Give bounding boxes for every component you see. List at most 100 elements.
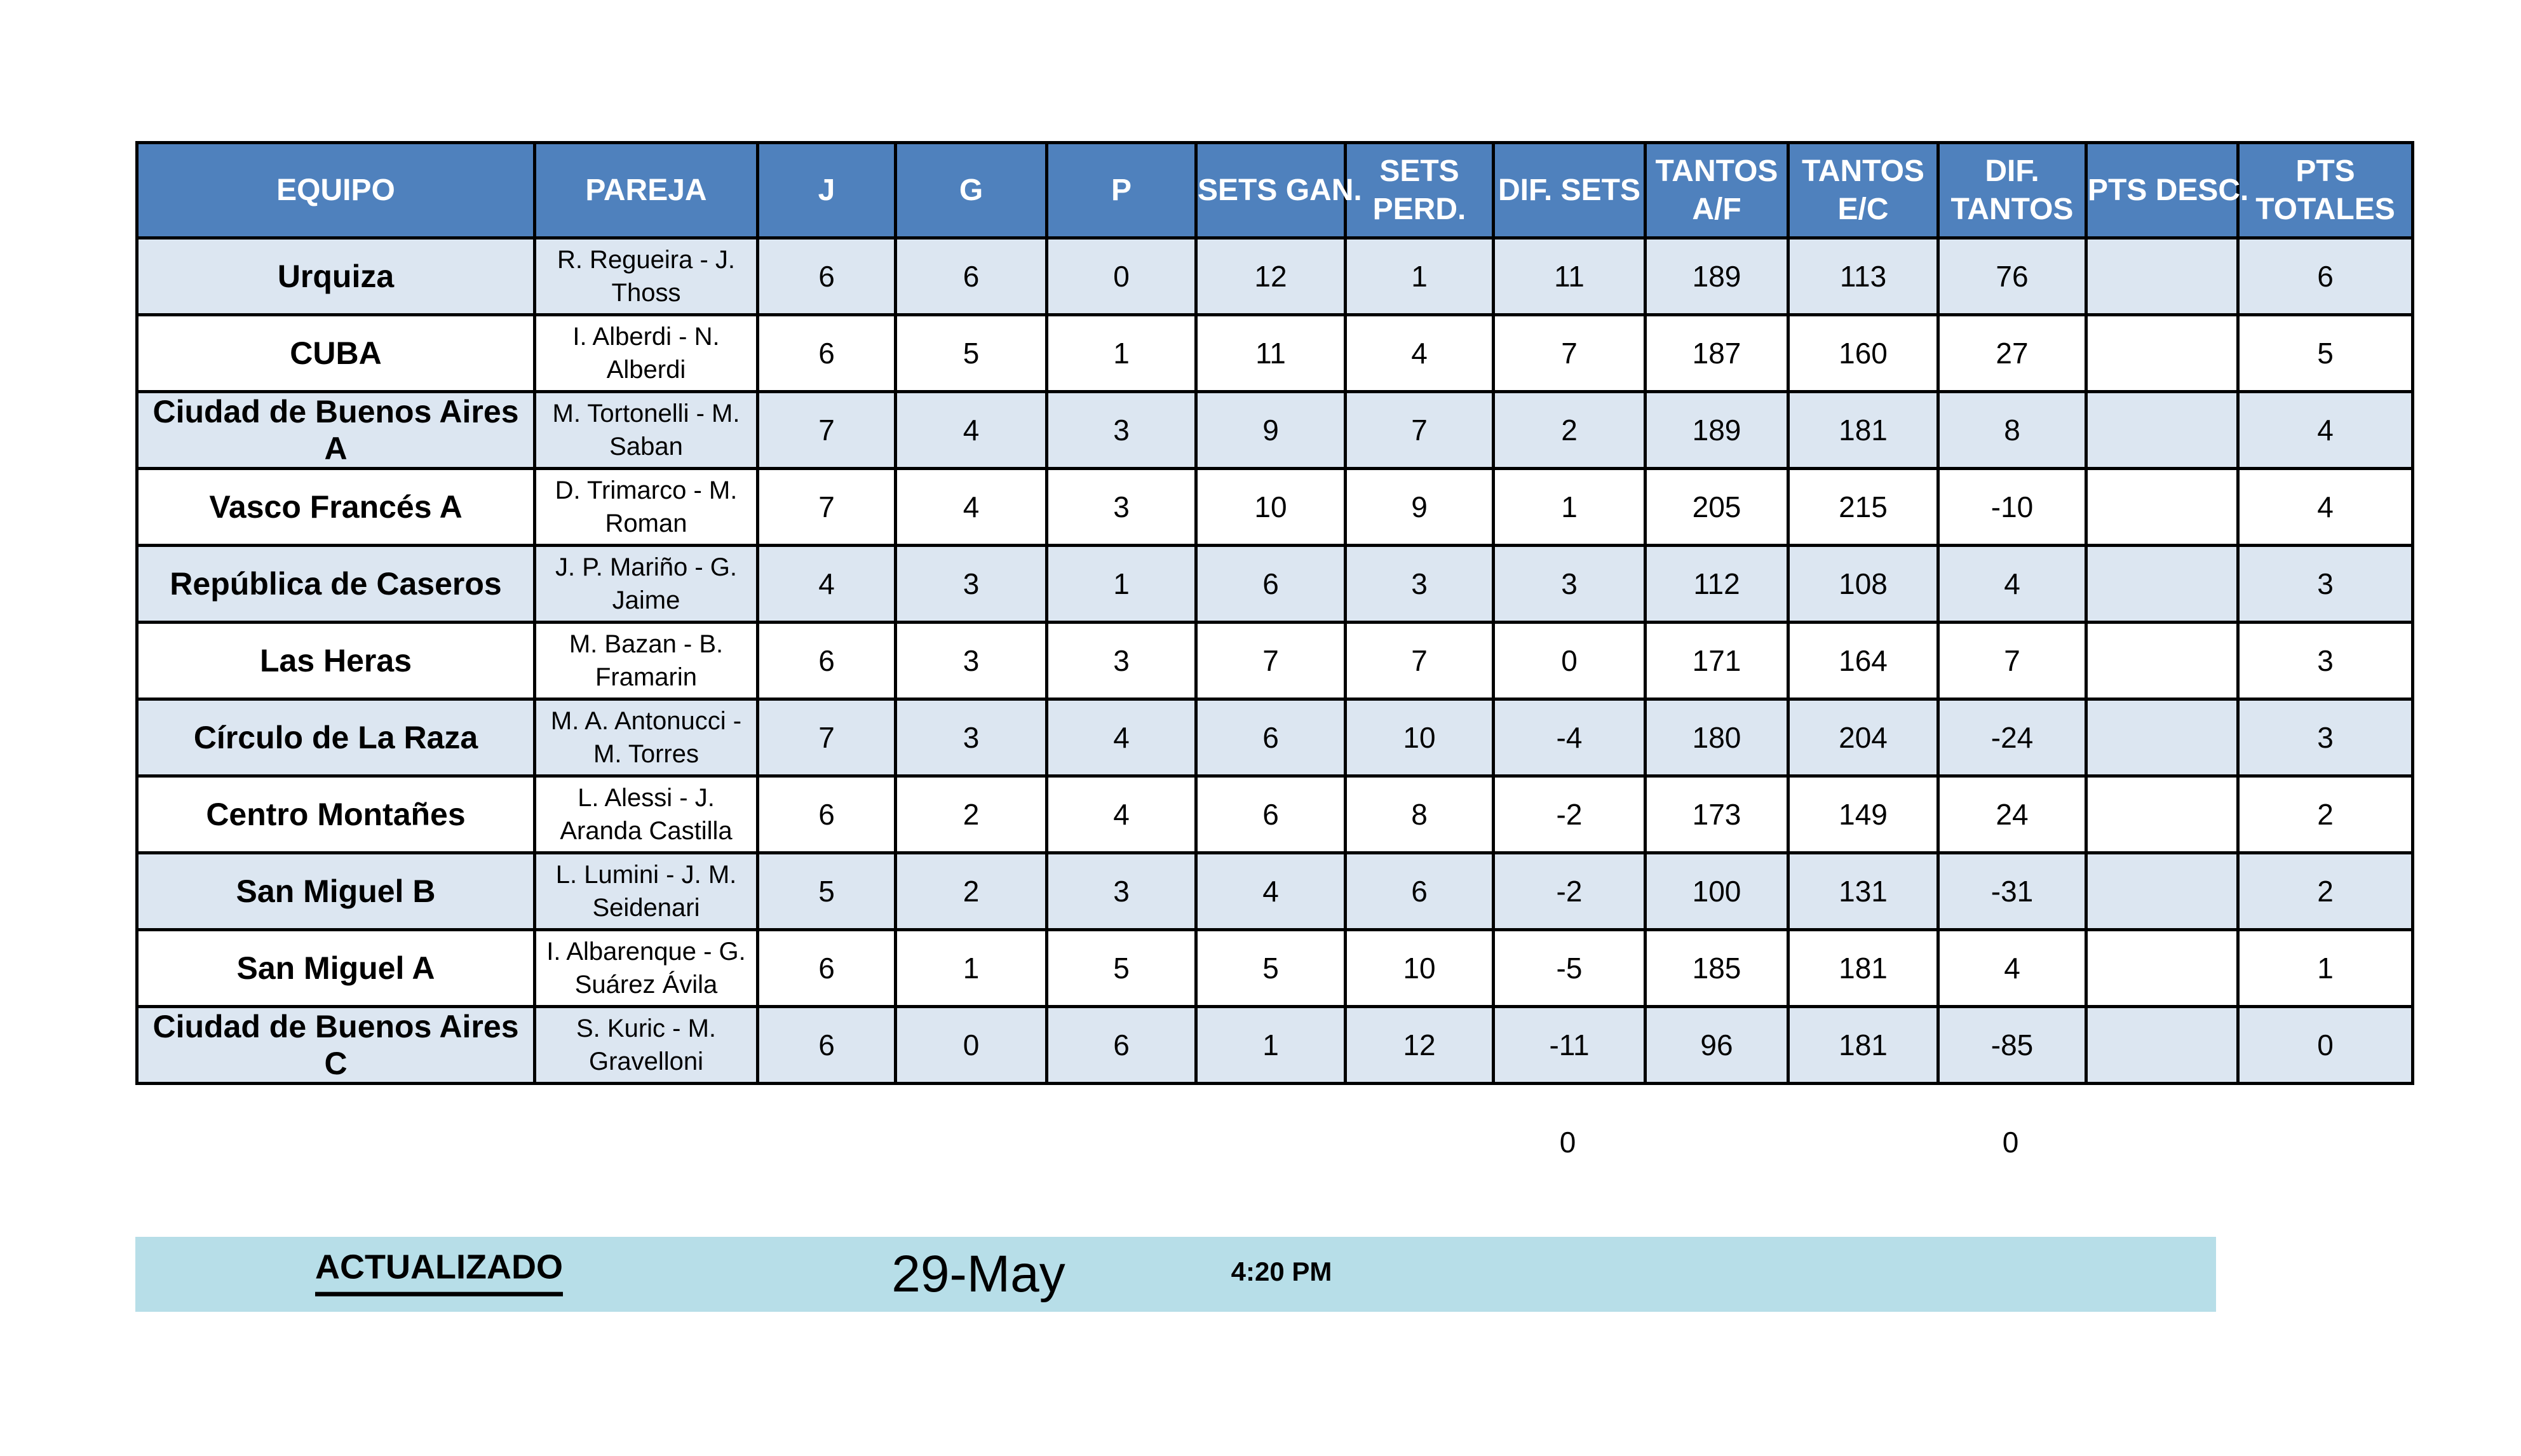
cell-g[interactable]: 5 [894, 313, 1048, 393]
cell-sets-perd[interactable]: 6 [1344, 851, 1495, 931]
cell-sets-gan[interactable]: 1 [1194, 1005, 1347, 1085]
cell-sets-gan[interactable]: 12 [1194, 236, 1347, 316]
cell-pts-totales[interactable]: 6 [2236, 236, 2414, 316]
cell-sets-perd[interactable]: 3 [1344, 544, 1495, 624]
cell-pareja[interactable]: R. Regueira - J. Thoss [533, 236, 759, 316]
cell-pareja[interactable]: M. A. Antonucci - M. Torres [533, 698, 759, 778]
cell-dif-tantos[interactable]: 7 [1936, 621, 2088, 701]
cell-tantos-ec[interactable]: 215 [1787, 467, 1940, 547]
cell-pareja[interactable]: M. Tortonelli - M. Saban [533, 390, 759, 470]
cell-equipo[interactable]: Ciudad de Buenos Aires A [135, 390, 536, 470]
cell-g[interactable]: 4 [894, 467, 1048, 547]
cell-dif-tantos[interactable]: -31 [1936, 851, 2088, 931]
updated-date[interactable]: 29-May [891, 1245, 1065, 1303]
cell-dif-sets[interactable]: 1 [1492, 467, 1647, 547]
cell-p[interactable]: 3 [1045, 390, 1198, 470]
cell-g[interactable]: 6 [894, 236, 1048, 316]
column-header-tantos-af[interactable]: TANTOS A/F [1644, 141, 1790, 239]
cell-dif-tantos[interactable]: 24 [1936, 774, 2088, 854]
cell-dif-sets[interactable]: 11 [1492, 236, 1647, 316]
cell-pts-totales[interactable]: 3 [2236, 544, 2414, 624]
cell-dif-sets[interactable]: 2 [1492, 390, 1647, 470]
cell-g[interactable]: 0 [894, 1005, 1048, 1085]
cell-tantos-af[interactable]: 171 [1644, 621, 1790, 701]
cell-j[interactable]: 7 [756, 467, 897, 547]
cell-p[interactable]: 5 [1045, 928, 1198, 1008]
cell-dif-sets[interactable]: 3 [1492, 544, 1647, 624]
cell-tantos-ec[interactable]: 181 [1787, 1005, 1940, 1085]
cell-pts-totales[interactable]: 0 [2236, 1005, 2414, 1085]
cell-sets-perd[interactable]: 9 [1344, 467, 1495, 547]
column-header-p[interactable]: P [1045, 141, 1198, 239]
cell-p[interactable]: 6 [1045, 1005, 1198, 1085]
cell-pareja[interactable]: M. Bazan - B. Framarin [533, 621, 759, 701]
cell-sets-perd[interactable]: 1 [1344, 236, 1495, 316]
column-header-pts-totales[interactable]: PTS TOTALES [2236, 141, 2414, 239]
cell-j[interactable]: 6 [756, 774, 897, 854]
cell-pareja[interactable]: D. Trimarco - M. Roman [533, 467, 759, 547]
cell-pareja[interactable]: J. P. Mariño - G. Jaime [533, 544, 759, 624]
cell-j[interactable]: 5 [756, 851, 897, 931]
cell-tantos-af[interactable]: 173 [1644, 774, 1790, 854]
cell-pts-totales[interactable]: 2 [2236, 774, 2414, 854]
cell-sets-gan[interactable]: 10 [1194, 467, 1347, 547]
cell-j[interactable]: 7 [756, 698, 897, 778]
column-header-equipo[interactable]: EQUIPO [135, 141, 536, 239]
cell-g[interactable]: 3 [894, 698, 1048, 778]
cell-p[interactable]: 4 [1045, 698, 1198, 778]
cell-pts-desc[interactable] [2085, 236, 2240, 316]
updated-label[interactable]: ACTUALIZADO [315, 1248, 563, 1297]
cell-pts-desc[interactable] [2085, 928, 2240, 1008]
cell-pts-desc[interactable] [2085, 313, 2240, 393]
cell-tantos-af[interactable]: 96 [1644, 1005, 1790, 1085]
cell-dif-sets[interactable]: -2 [1492, 774, 1647, 854]
cell-sets-gan[interactable]: 11 [1194, 313, 1347, 393]
cell-j[interactable]: 6 [756, 621, 897, 701]
cell-pts-desc[interactable] [2085, 544, 2240, 624]
cell-dif-tantos[interactable]: 27 [1936, 313, 2088, 393]
cell-pts-totales[interactable]: 2 [2236, 851, 2414, 931]
cell-j[interactable]: 7 [756, 390, 897, 470]
cell-tantos-af[interactable]: 185 [1644, 928, 1790, 1008]
cell-sets-perd[interactable]: 8 [1344, 774, 1495, 854]
cell-equipo[interactable]: República de Caseros [135, 544, 536, 624]
cell-pts-desc[interactable] [2085, 621, 2240, 701]
cell-dif-sets[interactable]: 7 [1492, 313, 1647, 393]
cell-tantos-ec[interactable]: 149 [1787, 774, 1940, 854]
column-header-j[interactable]: J [756, 141, 897, 239]
cell-p[interactable]: 1 [1045, 544, 1198, 624]
cell-pareja[interactable]: S. Kuric - M. Gravelloni [533, 1005, 759, 1085]
cell-equipo[interactable]: Vasco Francés A [135, 467, 536, 547]
cell-pts-totales[interactable]: 5 [2236, 313, 2414, 393]
cell-tantos-af[interactable]: 112 [1644, 544, 1790, 624]
column-header-sets-perd[interactable]: SETS PERD. [1344, 141, 1495, 239]
cell-sets-gan[interactable]: 4 [1194, 851, 1347, 931]
cell-pareja[interactable]: I. Alberdi - N. Alberdi [533, 313, 759, 393]
dif-tantos-total[interactable]: 0 [2002, 1126, 2019, 1159]
cell-dif-sets[interactable]: 0 [1492, 621, 1647, 701]
cell-sets-gan[interactable]: 6 [1194, 544, 1347, 624]
cell-tantos-af[interactable]: 205 [1644, 467, 1790, 547]
updated-time[interactable]: 4:20 PM [1231, 1257, 1332, 1287]
cell-dif-tantos[interactable]: 8 [1936, 390, 2088, 470]
cell-j[interactable]: 6 [756, 928, 897, 1008]
cell-g[interactable]: 3 [894, 544, 1048, 624]
cell-pareja[interactable]: L. Alessi - J. Aranda Castilla [533, 774, 759, 854]
cell-equipo[interactable]: Ciudad de Buenos Aires C [135, 1005, 536, 1085]
cell-sets-perd[interactable]: 7 [1344, 390, 1495, 470]
cell-sets-perd[interactable]: 7 [1344, 621, 1495, 701]
cell-pts-desc[interactable] [2085, 1005, 2240, 1085]
cell-sets-gan[interactable]: 5 [1194, 928, 1347, 1008]
cell-g[interactable]: 2 [894, 774, 1048, 854]
cell-p[interactable]: 4 [1045, 774, 1198, 854]
cell-sets-perd[interactable]: 12 [1344, 1005, 1495, 1085]
cell-sets-perd[interactable]: 4 [1344, 313, 1495, 393]
cell-pts-desc[interactable] [2085, 774, 2240, 854]
cell-p[interactable]: 0 [1045, 236, 1198, 316]
cell-dif-sets[interactable]: -2 [1492, 851, 1647, 931]
cell-j[interactable]: 4 [756, 544, 897, 624]
cell-dif-tantos[interactable]: 4 [1936, 928, 2088, 1008]
column-header-pts-desc[interactable]: PTS DESC. [2085, 141, 2248, 239]
cell-equipo[interactable]: Las Heras [135, 621, 536, 701]
cell-dif-tantos[interactable]: -85 [1936, 1005, 2088, 1085]
